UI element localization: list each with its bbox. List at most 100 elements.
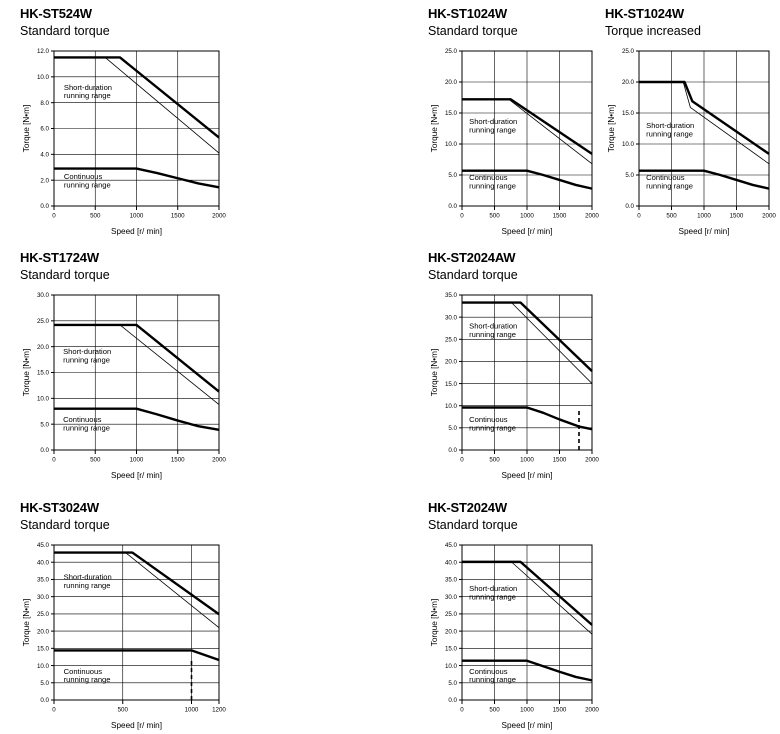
x-axis-ticks: 0 500 1000 1500 2000	[460, 206, 599, 220]
plot-frame	[53, 544, 220, 701]
curve-thick	[462, 659, 593, 682]
y-tick-label: 0.0	[40, 697, 49, 704]
series-group	[462, 98, 593, 190]
svg-text:Short-duration: Short-duration	[469, 584, 517, 593]
y-tick-label: 40.0	[445, 559, 458, 566]
svg-text:Short-duration: Short-duration	[64, 83, 112, 92]
x-tick-label: 1500	[171, 457, 185, 464]
y-tick-label: 20.0	[445, 628, 458, 635]
y-tick-label: 6.0	[40, 126, 49, 133]
y-tick-label: 0.0	[448, 697, 457, 704]
svg-text:running range: running range	[469, 181, 516, 190]
x-axis-label: Speed [r/ min]	[111, 721, 162, 730]
torque-speed-plot: 0.0 2.0 4.0 6.0 8.0 10.0 12.0 0 500 1000 1500 2000 S…	[22, 48, 226, 236]
chart-block-hk-st3024w-standard: HK-ST3024W Standard torque 0.0 5.0 10.0 15.0 2…	[20, 500, 227, 734]
chart-title: HK-ST1024W	[605, 6, 684, 21]
chart-title: HK-ST2024W	[428, 500, 507, 515]
y-tick-label: 5.0	[40, 421, 49, 428]
plot-area-hk-st2024w-standard: 0.0 5.0 10.0 15.0 20.0 25.0 30.0 35.0 40.0 45.0 0 5…	[428, 537, 600, 734]
svg-text:Continuous: Continuous	[469, 173, 508, 182]
chart-subtitle: Standard torque	[428, 518, 518, 532]
x-tick-label: 1500	[553, 707, 567, 714]
svg-text:Short-duration: Short-duration	[469, 322, 517, 331]
y-tick-label: 20.0	[37, 344, 50, 351]
plot-area-hk-st1024w-increased: 0.0 5.0 10.0 15.0 20.0 25.0 0 500 1000 1500 2000 Sp…	[605, 43, 777, 240]
x-tick-label: 500	[90, 457, 101, 464]
x-axis-label: Speed [r/ min]	[111, 471, 162, 480]
svg-text:running range: running range	[63, 424, 110, 433]
y-tick-label: 5.0	[40, 680, 49, 687]
y-tick-label: 0.0	[625, 203, 634, 210]
chart-block-hk-st1024w-increased: HK-ST1024W Torque increased 0.0 5.0 10.0 15.0…	[605, 6, 777, 240]
y-tick-label: 5.0	[448, 172, 457, 179]
torque-speed-plot: 0.0 5.0 10.0 15.0 20.0 25.0 30.0 35.0 0 500 1000 15…	[430, 292, 599, 480]
y-axis-ticks: 0.0 5.0 10.0 15.0 20.0 25.0	[445, 48, 462, 210]
curve-thick	[54, 407, 220, 432]
curve-thin	[639, 81, 770, 165]
x-tick-label: 1000	[130, 457, 144, 464]
y-tick-label: 15.0	[622, 110, 635, 117]
y-tick-label: 0.0	[40, 447, 49, 454]
svg-text:running range: running range	[63, 355, 110, 364]
curve-thin	[54, 324, 220, 405]
y-tick-label: 30.0	[37, 594, 50, 601]
y-axis-label: Torque [N•m]	[22, 599, 31, 646]
svg-text:running range: running range	[646, 129, 693, 138]
y-axis-ticks: 0.0 5.0 10.0 15.0 20.0 25.0 30.0 35.0 40.0 45.0	[37, 542, 54, 704]
curve-thick	[54, 167, 220, 189]
y-axis-ticks: 0.0 5.0 10.0 15.0 20.0 25.0	[622, 48, 639, 210]
y-tick-label: 5.0	[448, 680, 457, 687]
chart-title: HK-ST1024W	[428, 6, 507, 21]
grid-lines	[462, 295, 592, 450]
x-tick-label: 500	[118, 707, 129, 714]
x-tick-label: 2000	[585, 213, 599, 220]
chart-block-hk-st524w-standard: HK-ST524W Standard torque 0.0 2.0 4.0 6.0 8.0 1…	[20, 6, 227, 240]
x-axis-ticks: 0 500 1000 1500 2000	[460, 700, 599, 714]
curve-thin	[462, 302, 593, 384]
y-tick-label: 40.0	[37, 559, 50, 566]
y-axis-ticks: 0.0 5.0 10.0 15.0 20.0 25.0 30.0 35.0 40.0 45.0	[445, 542, 462, 704]
y-tick-label: 12.0	[37, 48, 50, 55]
chart-block-hk-st2024aw-standard: HK-ST2024AW Standard torque 0.0 5.0 10.0 15.0…	[428, 250, 600, 484]
series-group	[54, 323, 220, 432]
torque-speed-plot: 0.0 5.0 10.0 15.0 20.0 25.0 30.0 0 500 1000 1500 20…	[22, 292, 226, 480]
chart-subtitle: Standard torque	[20, 268, 110, 282]
curve-thin	[54, 57, 220, 154]
x-axis-ticks: 0 500 1000 1200	[52, 700, 226, 714]
plot-area-hk-st3024w-standard: 0.0 5.0 10.0 15.0 20.0 25.0 30.0 35.0 40.0 45.0 0 5…	[20, 537, 227, 734]
x-tick-label: 0	[52, 457, 56, 464]
chart-subtitle: Standard torque	[428, 268, 518, 282]
y-tick-label: 10.0	[37, 663, 50, 670]
x-axis-ticks: 0 500 1000 1500 2000	[460, 450, 599, 464]
svg-text:running range: running range	[64, 180, 111, 189]
x-axis-ticks: 0 500 1000 1500 2000	[52, 450, 226, 464]
svg-text:Continuous: Continuous	[64, 172, 103, 181]
svg-text:running range: running range	[64, 581, 111, 590]
x-tick-label: 2000	[585, 457, 599, 464]
y-axis-label: Torque [N•m]	[22, 105, 31, 152]
x-axis-label: Speed [r/ min]	[679, 227, 730, 236]
torque-speed-plot: 0.0 5.0 10.0 15.0 20.0 25.0 0 500 1000 1500 2000 Sp…	[430, 48, 599, 236]
x-tick-label: 2000	[212, 213, 226, 220]
y-tick-label: 30.0	[445, 594, 458, 601]
svg-text:Short-duration: Short-duration	[63, 347, 111, 356]
x-axis-label: Speed [r/ min]	[111, 227, 162, 236]
chart-block-hk-st2024w-standard: HK-ST2024W Standard torque 0.0 5.0 10.0 15.0 2…	[428, 500, 600, 734]
y-tick-label: 35.0	[37, 577, 50, 584]
y-tick-label: 0.0	[448, 447, 457, 454]
curve-thin	[54, 552, 220, 628]
svg-text:Short-duration: Short-duration	[64, 572, 112, 581]
y-axis-label: Torque [N•m]	[607, 105, 616, 152]
y-tick-label: 0.0	[40, 203, 49, 210]
svg-text:Continuous: Continuous	[64, 667, 103, 676]
x-tick-label: 500	[666, 213, 677, 220]
y-tick-label: 20.0	[445, 79, 458, 86]
x-tick-label: 1000	[520, 457, 534, 464]
y-tick-label: 0.0	[448, 203, 457, 210]
x-tick-label: 500	[90, 213, 101, 220]
